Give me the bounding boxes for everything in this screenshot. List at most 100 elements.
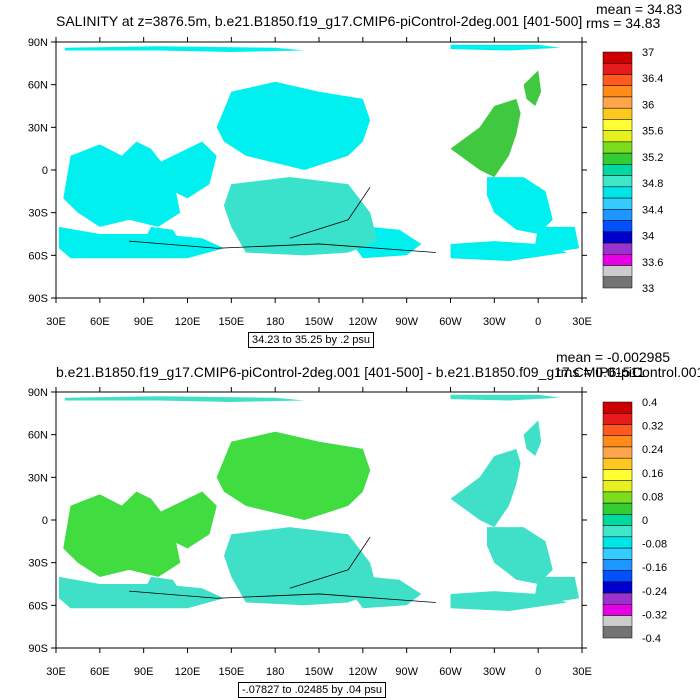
lon-label: 180 bbox=[266, 316, 284, 328]
ocean-region-atlN bbox=[450, 98, 521, 178]
colorbar-cell bbox=[602, 592, 633, 605]
colorbar-label: 35.2 bbox=[642, 152, 663, 164]
colorbar-label: -0.08 bbox=[642, 539, 667, 551]
lat-label: 60N bbox=[28, 430, 48, 442]
ocean-region-arctic bbox=[64, 46, 305, 52]
ocean-region-southInd bbox=[58, 226, 225, 259]
mean-value: mean = 34.83 bbox=[596, 1, 683, 17]
colorbar-cell bbox=[602, 152, 633, 165]
colorbar-label: 34.8 bbox=[642, 178, 663, 190]
colorbar-label: 0 bbox=[642, 515, 648, 527]
colorbar: 0.4 0.32 0.24 0.16 0.08 0 -0.08 -0.16 -0.24 -0.32… bbox=[602, 397, 667, 645]
ocean-region-arcticE bbox=[450, 44, 561, 51]
colorbar-label: 33.6 bbox=[642, 257, 663, 269]
colorbar-cell bbox=[602, 581, 633, 594]
ocean-region-small2 bbox=[253, 576, 290, 597]
colorbar-label: -0.4 bbox=[642, 633, 661, 645]
ocean-region-atlN bbox=[450, 448, 521, 528]
lat-label: 60N bbox=[28, 80, 48, 92]
colorbar-label: 0.32 bbox=[642, 421, 663, 433]
ocean-region-southA bbox=[450, 241, 568, 261]
colorbar-label: -0.16 bbox=[642, 562, 667, 574]
lon-label: 150E bbox=[218, 666, 244, 678]
colorbar-cell bbox=[602, 457, 633, 470]
colorbar-label: 37 bbox=[642, 47, 654, 59]
colorbar-label: 0.24 bbox=[642, 444, 663, 456]
difference-panel: b.e21.B1850.f19_g17.CMIP6-piControl-2deg… bbox=[0, 350, 700, 700]
lon-label: 60W bbox=[439, 316, 462, 328]
colorbar-cell bbox=[602, 469, 633, 481]
lon-label: 60W bbox=[439, 666, 462, 678]
lon-label: 150W bbox=[305, 666, 334, 678]
ocean-region-atlS bbox=[487, 527, 553, 584]
colorbar-cell bbox=[602, 62, 633, 75]
colorbar-cell bbox=[602, 491, 633, 504]
lon-label: 120W bbox=[348, 666, 377, 678]
contour-line bbox=[289, 186, 371, 239]
lat-label: 90N bbox=[28, 37, 48, 49]
ocean-region-southInd bbox=[58, 576, 225, 609]
colorbar-label: -0.32 bbox=[642, 609, 667, 621]
colorbar-label: 36 bbox=[642, 99, 654, 111]
lon-label: 150W bbox=[305, 316, 334, 328]
ocean-region-small1 bbox=[146, 576, 181, 594]
lon-label: 30E bbox=[572, 316, 592, 328]
contour-line bbox=[129, 590, 436, 603]
lon-label: 150E bbox=[218, 316, 244, 328]
lon-label: 120E bbox=[175, 666, 201, 678]
colorbar-cell bbox=[602, 164, 633, 176]
ocean-region-southA bbox=[450, 591, 568, 611]
colorbar-cell bbox=[602, 276, 633, 289]
contour-line bbox=[129, 240, 436, 253]
ocean-region-westPac bbox=[158, 141, 217, 199]
colorbar-cell bbox=[602, 480, 633, 493]
colorbar-label: 34.4 bbox=[642, 204, 663, 216]
lon-label: 30W bbox=[483, 666, 506, 678]
colorbar-cell bbox=[602, 514, 633, 526]
ocean-region-arctic bbox=[64, 396, 305, 402]
colorbar-label: 36.4 bbox=[642, 73, 663, 85]
colorbar-cell bbox=[602, 74, 633, 86]
panel-title: SALINITY at z=3876.5m, b.e21.B1850.f19_g… bbox=[56, 13, 583, 29]
ocean-region-atlSE bbox=[535, 226, 580, 253]
colorbar-label: 0.16 bbox=[642, 468, 663, 480]
lon-label: 90W bbox=[395, 666, 418, 678]
lat-label: 90S bbox=[28, 643, 48, 655]
colorbar-cell bbox=[602, 197, 633, 210]
lat-label: 30S bbox=[28, 208, 48, 220]
lon-label: 60E bbox=[90, 666, 110, 678]
lon-label: 60E bbox=[90, 316, 110, 328]
colorbar-label: 0.08 bbox=[642, 491, 663, 503]
panel-title: b.e21.B1850.f19_g17.CMIP6-piControl-2deg… bbox=[56, 364, 700, 380]
ocean-field bbox=[58, 394, 580, 611]
colorbar-cell bbox=[602, 401, 633, 414]
colorbar-cell bbox=[602, 536, 633, 549]
lon-label: 30E bbox=[572, 666, 592, 678]
map-svg: 90N 60N 30N 0 30S 60S 90S 30E 60E 90E 120E 150E 180 1… bbox=[28, 37, 663, 328]
ocean-region-indian bbox=[63, 141, 181, 227]
rms-value: rms = 34.83 bbox=[586, 15, 661, 31]
ocean-region-atlSE bbox=[535, 576, 580, 603]
colorbar-cell bbox=[602, 186, 633, 199]
lat-label: 30N bbox=[28, 472, 48, 484]
lat-label: 0 bbox=[42, 165, 48, 177]
lat-label: 90N bbox=[28, 387, 48, 399]
lon-label: 90E bbox=[134, 666, 154, 678]
lat-label: 60S bbox=[28, 600, 48, 612]
colorbar-cell bbox=[602, 175, 633, 188]
colorbar-cell bbox=[602, 107, 633, 120]
colorbar-cell bbox=[602, 209, 633, 221]
colorbar-cell bbox=[602, 254, 633, 266]
contour-line bbox=[289, 536, 371, 589]
lon-label: 30W bbox=[483, 316, 506, 328]
colorbar-cell bbox=[602, 265, 633, 278]
lon-label: 120W bbox=[348, 316, 377, 328]
ocean-region-pacificNW bbox=[216, 81, 371, 170]
colorbar-cell bbox=[602, 604, 633, 616]
colorbar-cell bbox=[602, 559, 633, 571]
colorbar-cell bbox=[602, 130, 633, 143]
ocean-field bbox=[58, 44, 580, 261]
lon-label: 0 bbox=[535, 666, 541, 678]
lat-label: 0 bbox=[42, 515, 48, 527]
colorbar-cell bbox=[602, 547, 633, 560]
